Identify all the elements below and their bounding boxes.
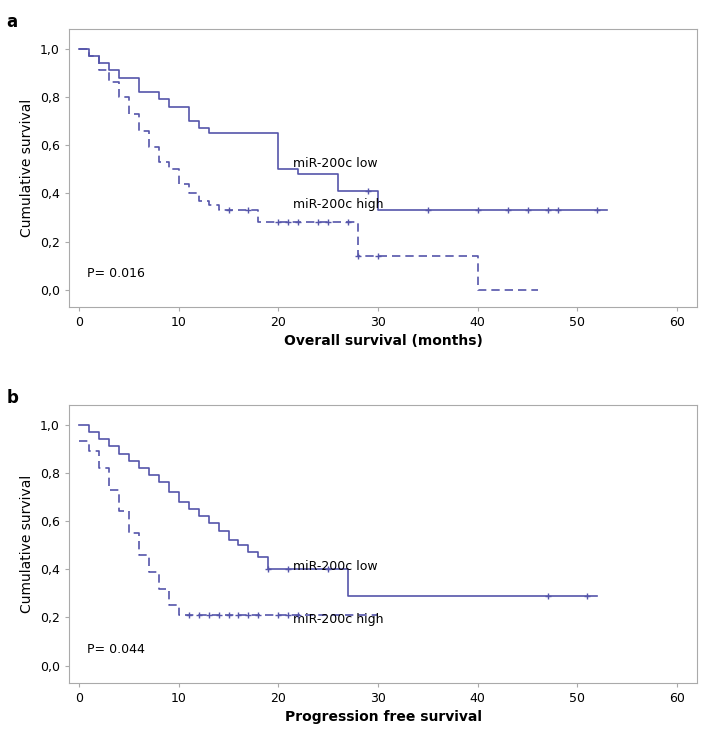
Text: P= 0.016: P= 0.016 — [87, 267, 145, 280]
X-axis label: Overall survival (months): Overall survival (months) — [284, 334, 483, 348]
Text: miR-200c low: miR-200c low — [294, 560, 378, 573]
Y-axis label: Cumulative survival: Cumulative survival — [21, 475, 34, 613]
Text: miR-200c high: miR-200c high — [294, 198, 384, 210]
Text: miR-200c low: miR-200c low — [294, 156, 378, 170]
Text: a: a — [6, 13, 17, 31]
Text: miR-200c high: miR-200c high — [294, 613, 384, 627]
X-axis label: Progression free survival: Progression free survival — [284, 710, 481, 724]
Y-axis label: Cumulative survival: Cumulative survival — [21, 99, 34, 237]
Text: b: b — [6, 389, 18, 407]
Text: P= 0.044: P= 0.044 — [87, 643, 145, 656]
